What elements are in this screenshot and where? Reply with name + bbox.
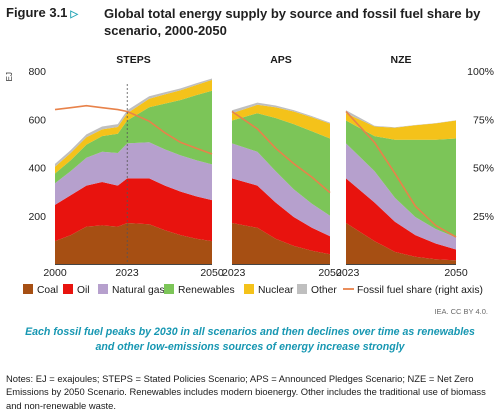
- area-oil: [232, 178, 330, 255]
- y2-tick-label: 100%: [467, 66, 494, 78]
- area-nuclear: [232, 104, 330, 139]
- legend-swatch-coal: [23, 284, 33, 294]
- y-tick-label: 600: [28, 114, 46, 126]
- y-tick-label: 400: [28, 163, 46, 175]
- x-tick-label: 2023: [222, 267, 246, 279]
- y-axis-label: EJ: [5, 72, 14, 81]
- chart-title: Global total energy supply by source and…: [104, 6, 481, 38]
- x-tick-label: 2050: [200, 267, 224, 279]
- area-coal: [346, 223, 456, 264]
- legend-label: Fossil fuel share (right axis): [357, 285, 483, 296]
- area-natural-gas: [55, 142, 212, 205]
- y2-tick-label: 25%: [473, 211, 494, 223]
- area-coal: [232, 223, 330, 264]
- fossil-share-line: [231, 110, 331, 194]
- x-tick-label: 2023: [115, 267, 139, 279]
- panel-title: APS: [270, 54, 292, 66]
- legend-swatch-other: [297, 284, 307, 294]
- area-oil: [346, 178, 456, 261]
- legend-label: Natural gas: [112, 285, 165, 296]
- area-nuclear: [346, 113, 456, 140]
- y2-tick-label: 75%: [473, 114, 494, 126]
- legend-swatch-renewables: [164, 284, 174, 294]
- area-renewables: [346, 120, 456, 238]
- legend-label: Nuclear: [258, 285, 294, 296]
- fossil-share-line: [345, 110, 457, 238]
- area-oil: [55, 178, 212, 242]
- area-natural-gas: [346, 143, 456, 250]
- chart-caption: Each fossil fuel peaks by 2030 in all sc…: [25, 326, 475, 353]
- area-renewables: [232, 113, 330, 216]
- y-tick-label: 200: [28, 211, 46, 223]
- legend-swatch-oil: [63, 284, 73, 294]
- legend-label: Coal: [37, 285, 58, 296]
- figure-label: Figure 3.1 ▷: [6, 5, 79, 20]
- x-tick-label: 2050: [318, 267, 342, 279]
- figure-header: Figure 3.1 ▷ Global total energy supply b…: [6, 3, 496, 43]
- legend-label: Renewables: [178, 285, 235, 296]
- area-natural-gas: [232, 143, 330, 237]
- fossil-share-line: [54, 104, 213, 155]
- panel-title: STEPS: [116, 54, 150, 66]
- legend-label: Oil: [77, 285, 90, 296]
- legend-swatch-nuclear: [244, 284, 254, 294]
- legend-label: Other: [311, 285, 337, 296]
- energy-supply-chart: EJ 200 400 600 800 25% 50% 75% 100% STEPS APS NZE 20…: [5, 54, 494, 296]
- x-tick-label: 2050: [444, 267, 468, 279]
- panel-title: NZE: [391, 54, 412, 66]
- x-tick-label: 2000: [43, 267, 67, 279]
- credit-line: IEA. CC BY 4.0.: [434, 307, 488, 316]
- chart-notes: Notes: EJ = exajoules; STEPS = Stated Po…: [6, 373, 486, 411]
- legend-swatch-natural-gas: [98, 284, 108, 294]
- area-renewables: [55, 90, 212, 184]
- x-tick-label: 2023: [336, 267, 360, 279]
- y2-tick-label: 50%: [473, 163, 494, 175]
- figure-link-icon[interactable]: ▷: [70, 9, 79, 20]
- area-nuclear: [55, 79, 212, 174]
- y-tick-label: 800: [28, 66, 46, 78]
- area-coal: [55, 223, 212, 264]
